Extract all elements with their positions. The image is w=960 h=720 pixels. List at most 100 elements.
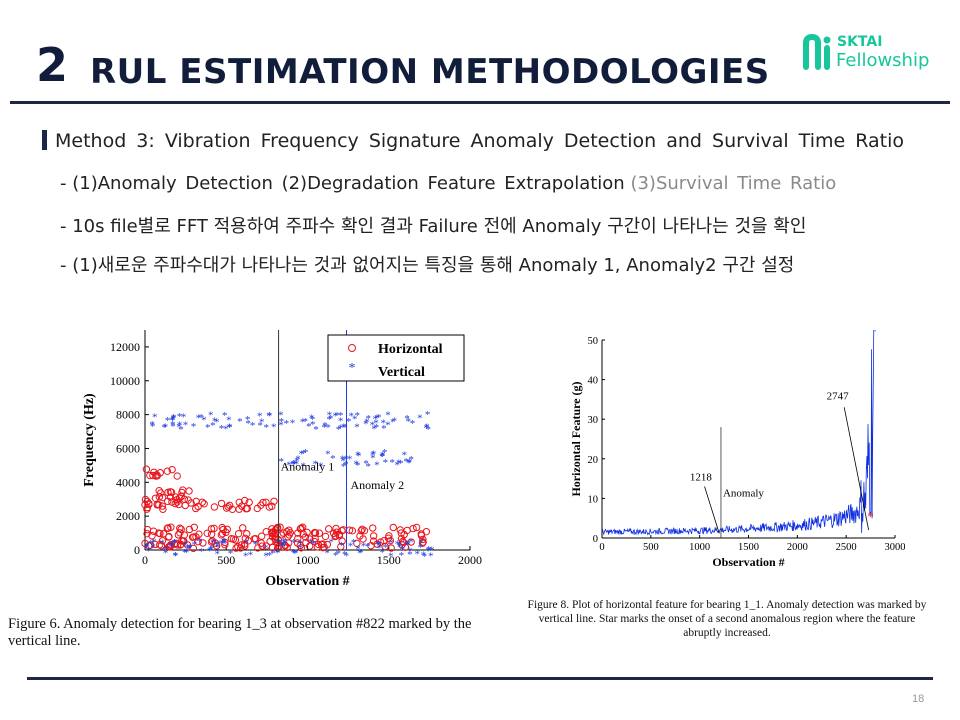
point-vertical: * xyxy=(293,548,299,560)
point-vertical: * xyxy=(248,550,254,562)
y-tick-label: 12000 xyxy=(110,340,140,354)
point-horizontal xyxy=(294,535,302,543)
point-vertical: * xyxy=(228,548,234,560)
point-horizontal xyxy=(188,533,197,541)
point-vertical: * xyxy=(170,421,176,433)
point-horizontal xyxy=(168,465,176,474)
point-vertical: * xyxy=(278,420,284,432)
point-vertical: * xyxy=(355,543,361,555)
point-vertical: * xyxy=(397,542,403,554)
point-horizontal xyxy=(167,523,175,531)
point-horizontal xyxy=(227,534,236,543)
point-horizontal xyxy=(224,503,232,511)
y-tick-label: 0 xyxy=(593,534,598,545)
bullet-dash: - xyxy=(60,255,67,276)
point-vertical: * xyxy=(182,547,188,559)
point-vertical: * xyxy=(373,418,379,430)
heading-bar xyxy=(42,130,47,150)
point-horizontal xyxy=(325,525,333,533)
point-vertical: * xyxy=(310,419,316,431)
point-vertical: * xyxy=(163,422,169,434)
point-vertical: * xyxy=(192,539,198,551)
point-vertical: * xyxy=(169,540,175,552)
point-vertical: * xyxy=(365,541,371,553)
point-vertical: * xyxy=(334,410,340,422)
point-vertical: * xyxy=(209,543,215,555)
point-vertical: * xyxy=(425,545,431,557)
point-vertical: * xyxy=(400,544,406,556)
point-horizontal xyxy=(297,544,305,552)
point-vertical: * xyxy=(338,423,344,435)
page-number: 18 xyxy=(912,693,925,705)
point-vertical: * xyxy=(353,458,359,470)
point-vertical: * xyxy=(312,458,318,470)
point-horizontal xyxy=(243,504,251,513)
point-horizontal xyxy=(173,541,182,549)
point-vertical: * xyxy=(148,538,154,550)
point-vertical: * xyxy=(290,458,296,470)
y-tick-label: 0 xyxy=(134,543,140,557)
point-vertical: * xyxy=(144,542,150,554)
point-horizontal xyxy=(243,530,251,538)
legend-marker-horizontal xyxy=(348,344,356,352)
point-vertical: * xyxy=(341,461,347,473)
x-tick-label: 0 xyxy=(599,542,604,553)
point-vertical: * xyxy=(381,423,387,435)
point-horizontal xyxy=(145,499,153,508)
point-vertical: * xyxy=(259,416,265,428)
point-horizontal xyxy=(198,498,206,506)
header-divider xyxy=(10,101,950,104)
point-vertical: * xyxy=(376,412,382,424)
annotation-anomaly-2: Anomaly 2 xyxy=(351,478,405,492)
point-horizontal xyxy=(399,538,408,547)
point-horizontal xyxy=(298,523,307,531)
point-vertical: * xyxy=(226,415,232,427)
point-horizontal xyxy=(171,493,180,501)
point-vertical: * xyxy=(253,539,259,551)
point-horizontal xyxy=(397,529,405,537)
point-horizontal xyxy=(337,542,345,551)
point-vertical: * xyxy=(210,420,216,432)
point-vertical: * xyxy=(263,551,269,563)
x-tick-label: 2000 xyxy=(787,542,808,553)
x-axis-label: Observation # xyxy=(265,574,349,589)
point-horizontal xyxy=(323,540,332,549)
x-tick-label: 1500 xyxy=(377,553,401,567)
point-horizontal xyxy=(234,529,243,538)
point-vertical: * xyxy=(185,542,191,554)
point-vertical: * xyxy=(177,419,183,431)
point-vertical: * xyxy=(146,546,152,558)
point-vertical: * xyxy=(160,537,166,549)
point-vertical: * xyxy=(326,414,332,426)
point-horizontal xyxy=(150,468,158,476)
point-horizontal xyxy=(207,525,216,533)
legend-label-horizontal: Horizontal xyxy=(378,342,443,357)
point-vertical: * xyxy=(379,547,385,559)
point-vertical: * xyxy=(335,548,341,560)
point-vertical: * xyxy=(343,453,349,465)
point-vertical: * xyxy=(196,413,202,425)
point-horizontal xyxy=(418,539,427,547)
logo-text-fellowship: Fellowship xyxy=(836,50,930,71)
point-vertical: * xyxy=(344,551,350,563)
bullet-1: - (1)Anomaly Detection (2)Degradation Fe… xyxy=(60,173,836,194)
annotation-1218: 1218 xyxy=(690,472,713,484)
point-horizontal xyxy=(156,541,164,549)
point-vertical: * xyxy=(217,538,223,550)
point-vertical: * xyxy=(406,457,412,469)
point-vertical: * xyxy=(388,550,394,562)
point-vertical: * xyxy=(392,415,398,427)
point-vertical: * xyxy=(395,538,401,550)
point-vertical: * xyxy=(340,453,346,465)
point-vertical: * xyxy=(172,551,178,563)
point-vertical: * xyxy=(221,536,227,548)
point-vertical: * xyxy=(405,539,411,551)
point-horizontal xyxy=(422,527,431,536)
point-vertical: * xyxy=(178,424,184,436)
point-vertical: * xyxy=(422,551,428,563)
y-tick-label: 50 xyxy=(588,336,599,347)
point-horizontal xyxy=(151,494,160,502)
point-vertical: * xyxy=(346,416,352,428)
point-vertical: * xyxy=(397,540,403,552)
point-horizontal xyxy=(419,538,427,546)
